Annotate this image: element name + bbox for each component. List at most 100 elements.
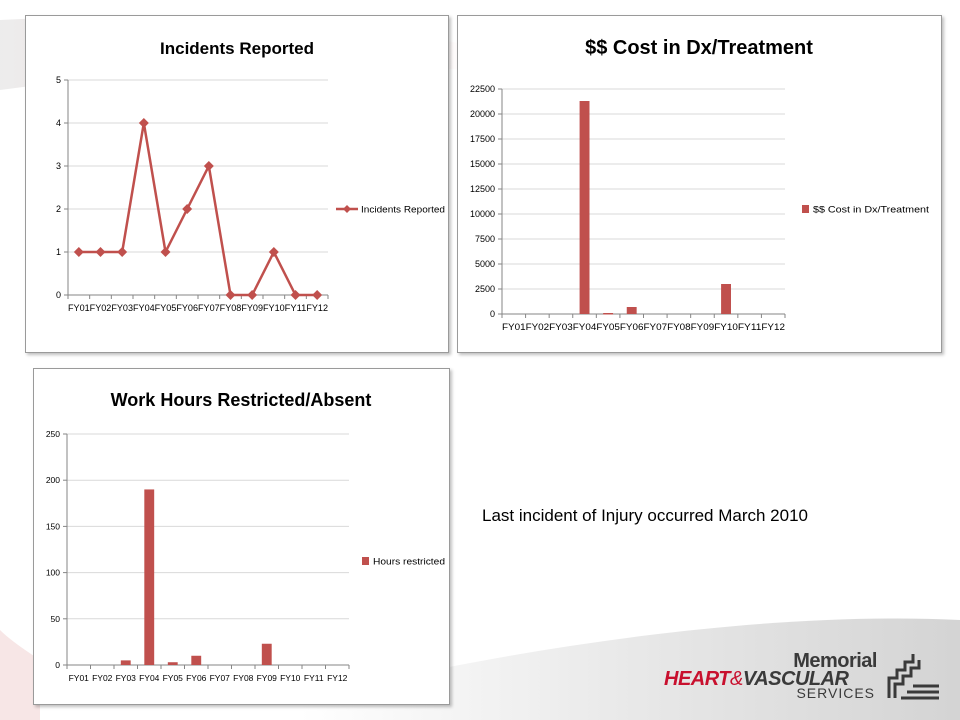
y-tick-label: 50 (51, 614, 61, 624)
x-category-label: FY08 (667, 322, 691, 332)
y-tick-label: 22500 (470, 84, 495, 94)
legend-label: Incidents Reported (361, 205, 445, 215)
x-category-label: FY03 (111, 303, 133, 313)
data-bar (579, 101, 590, 314)
x-category-label: FY03 (549, 322, 573, 332)
data-point-marker (95, 247, 106, 257)
y-tick-label: 0 (55, 660, 60, 670)
hours-chart-panel: Work Hours Restricted/Absent 0 50 100 150 200… (33, 368, 450, 705)
y-tick-label: 5 (56, 75, 61, 85)
x-category-label: FY09 (257, 673, 278, 683)
chart-title: $$ Cost in Dx/Treatment (585, 37, 813, 59)
y-tick-label: 10000 (470, 209, 495, 219)
x-category-label: FY01 (68, 303, 90, 313)
y-tick-label: 5000 (475, 259, 495, 269)
data-point-marker (73, 247, 84, 257)
x-category-label: FY06 (186, 673, 207, 683)
data-point-marker (247, 290, 258, 300)
legend-swatch-icon (802, 205, 809, 213)
y-tick-label: 12500 (470, 184, 495, 194)
data-point-marker (225, 290, 236, 300)
x-category-label: FY02 (90, 303, 112, 313)
data-bar (721, 284, 731, 314)
x-category-label: FY11 (285, 303, 307, 313)
x-category-label: FY05 (163, 673, 184, 683)
memorial-heart-vascular-logo: Memorial HEART&VASCULAR SERVICES (660, 648, 945, 702)
logo-services-text: SERVICES (796, 685, 875, 701)
data-point-marker (268, 247, 279, 257)
data-bar (120, 660, 131, 665)
data-point-marker (182, 204, 193, 214)
data-bar (626, 307, 637, 314)
x-category-label: FY10 (263, 303, 285, 313)
data-bar (167, 662, 178, 665)
chart-title: Work Hours Restricted/Absent (111, 390, 372, 410)
x-category-label: FY12 (761, 322, 785, 332)
cost-chart: $$ Cost in Dx/Treatment 0 2500 5000 7500 1000… (470, 37, 930, 332)
x-category-label: FY07 (198, 303, 220, 313)
logo-ampersand: & (730, 668, 743, 690)
hours-chart: Work Hours Restricted/Absent 0 50 100 150 200… (46, 390, 445, 683)
x-category-label: FY05 (155, 303, 177, 313)
cost-chart-panel: $$ Cost in Dx/Treatment 0 2500 5000 7500 1000… (457, 15, 942, 353)
y-tick-label: 2500 (475, 284, 495, 294)
chart-title: Incidents Reported (160, 39, 314, 58)
x-category-label: FY02 (92, 673, 113, 683)
x-category-label: FY10 (280, 673, 301, 683)
data-bar (603, 313, 614, 315)
x-category-label: FY05 (596, 322, 620, 332)
x-category-label: FY07 (644, 322, 668, 332)
legend-label: Hours restricted (373, 557, 445, 567)
y-tick-label: 100 (46, 568, 60, 578)
x-category-label: FY08 (220, 303, 242, 313)
y-tick-label: 7500 (475, 234, 495, 244)
data-point-marker (138, 118, 149, 128)
y-tick-label: 200 (46, 475, 60, 485)
x-category-label: FY02 (526, 322, 550, 332)
y-tick-label: 0 (56, 290, 61, 300)
y-tick-label: 150 (46, 521, 60, 531)
x-category-label: FY06 (620, 322, 644, 332)
x-category-label: FY04 (133, 303, 155, 313)
x-category-label: FY11 (304, 673, 324, 683)
data-point-marker (160, 247, 171, 257)
x-category-label: FY10 (714, 322, 738, 332)
last-incident-note: Last incident of Injury occurred March 2… (482, 506, 809, 525)
y-tick-label: 17500 (470, 134, 495, 144)
data-bar (144, 489, 155, 665)
y-tick-label: 15000 (470, 159, 495, 169)
data-bar (191, 655, 202, 665)
y-tick-label: 20000 (470, 109, 495, 119)
x-category-label: FY01 (502, 322, 526, 332)
data-point-marker (117, 247, 128, 257)
y-tick-label: 0 (490, 309, 495, 319)
logo-heart-text: HEART (664, 668, 731, 690)
x-category-label: FY04 (139, 673, 160, 683)
incidents-chart: Incidents Reported 0 1 2 3 4 5 FY01 FY02 FY03 FY04… (56, 39, 445, 313)
y-tick-label: 2 (56, 204, 61, 214)
data-point-marker (312, 290, 323, 300)
x-category-label: FY11 (738, 322, 762, 332)
y-tick-label: 3 (56, 161, 61, 171)
y-tick-label: 250 (46, 429, 60, 439)
logo-heart-vascular-text: HEART&VASCULAR (664, 668, 849, 691)
x-category-label: FY07 (210, 673, 231, 683)
x-category-label: FY09 (691, 322, 715, 332)
legend-swatch-icon (362, 557, 369, 565)
x-category-label: FY03 (116, 673, 137, 683)
y-tick-label: 1 (56, 247, 61, 257)
x-category-label: FY04 (573, 322, 597, 332)
data-point-marker (290, 290, 301, 300)
data-point-marker (203, 161, 214, 171)
x-category-label: FY12 (327, 673, 348, 683)
x-category-label: FY06 (176, 303, 198, 313)
legend-marker-icon (343, 205, 351, 213)
logo-memorial-text: Memorial (793, 650, 877, 672)
incidents-chart-panel: Incidents Reported 0 1 2 3 4 5 FY01 FY02 FY03 FY04… (25, 15, 449, 353)
x-category-label: FY01 (69, 673, 90, 683)
x-category-label: FY09 (241, 303, 263, 313)
logo-vascular-text: VASCULAR (742, 668, 849, 690)
y-tick-label: 4 (56, 118, 61, 128)
x-category-label: FY08 (233, 673, 254, 683)
data-bar (261, 643, 272, 665)
